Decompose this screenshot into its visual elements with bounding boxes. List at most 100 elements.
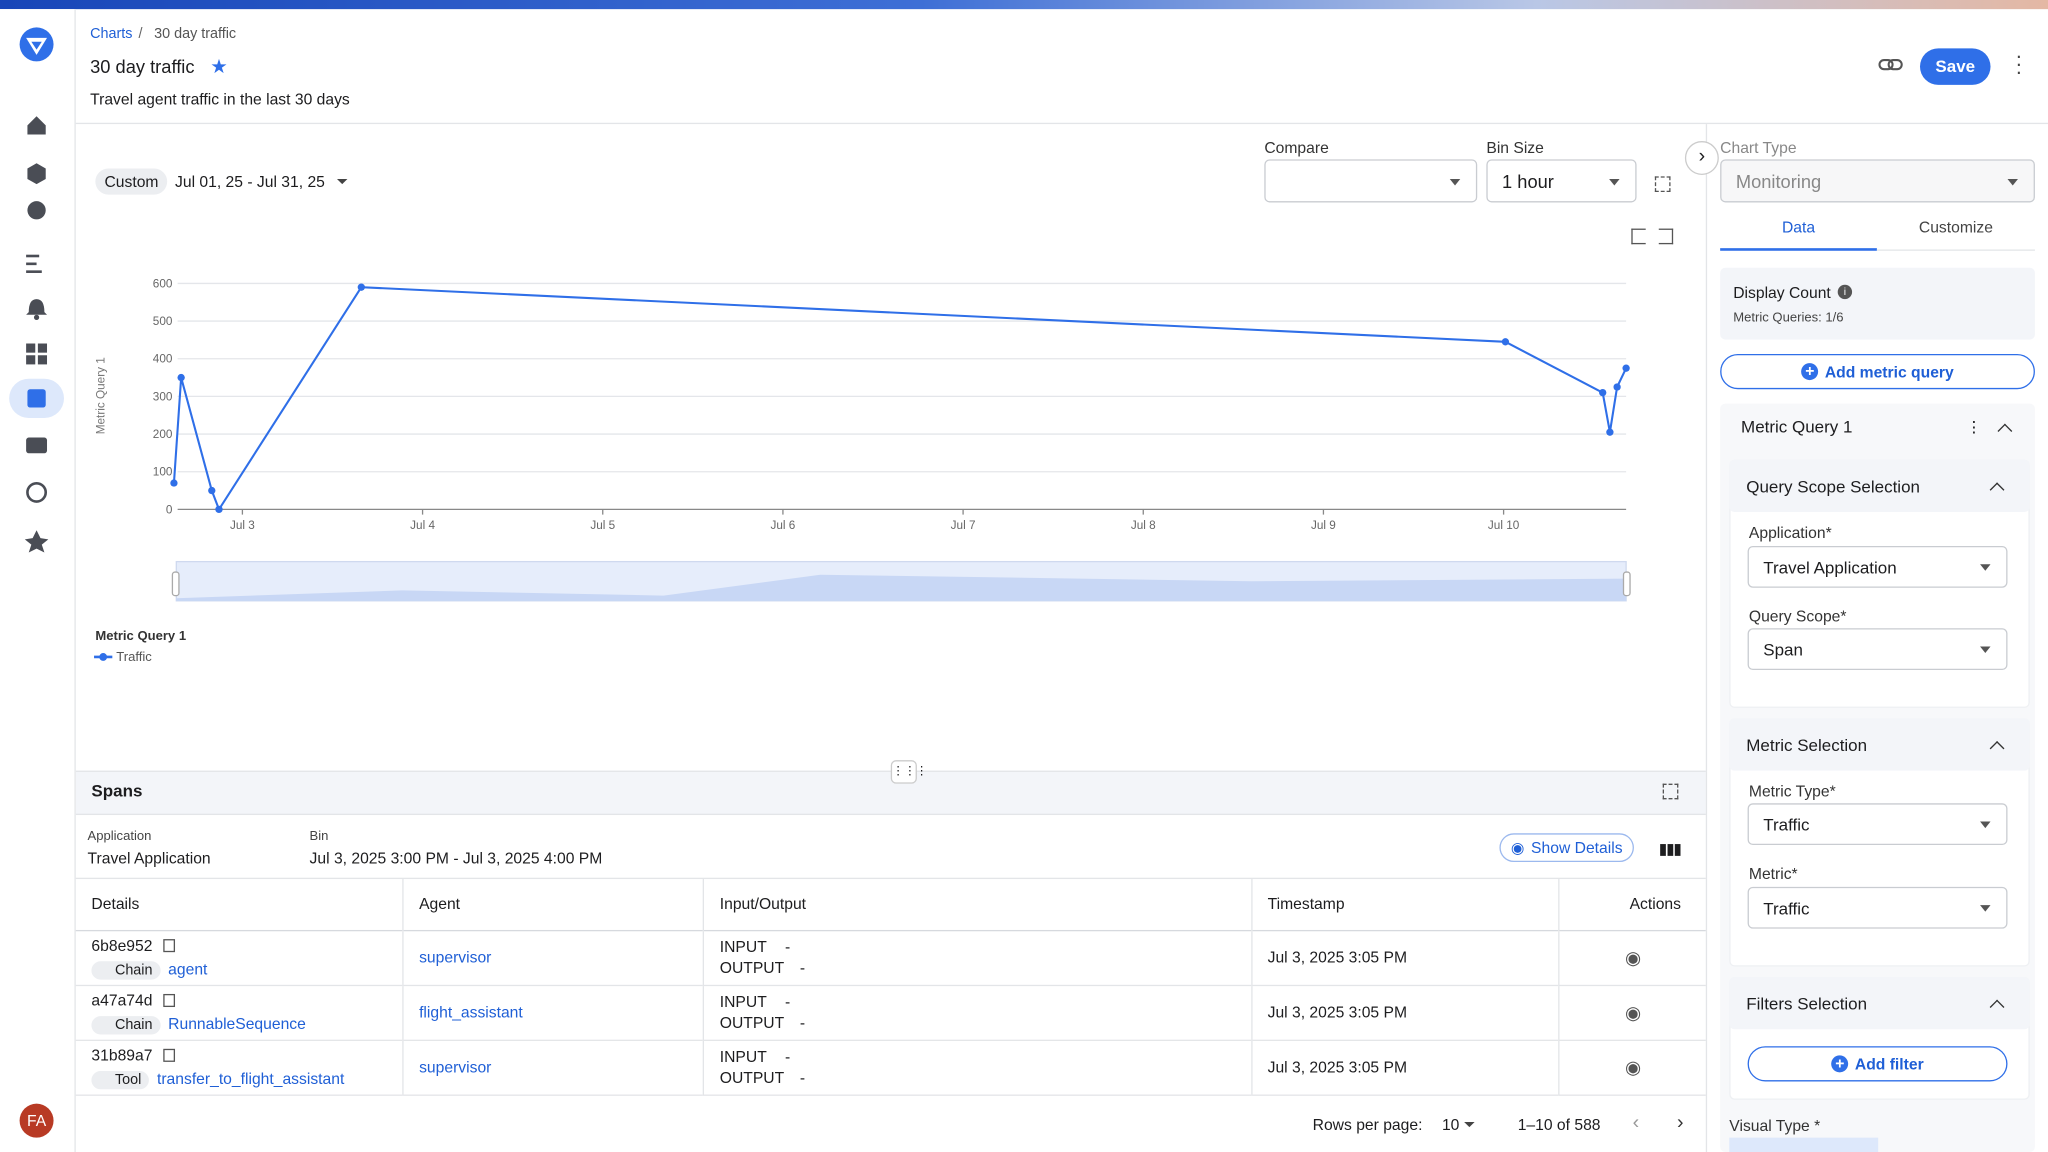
rows-per-page[interactable]: 10 [1441,1115,1460,1134]
header-row: Details Agent Input/Output Timestamp Actions [75,879,1706,930]
input-label: INPUT [719,992,767,1011]
favorite-star[interactable]: ★ [210,56,228,79]
timestamp-cell: Jul 3, 2025 3:05 PM [1250,1039,1560,1095]
query-title: Metric Query 1 [1741,416,1853,437]
span-name[interactable]: agent [168,959,208,978]
scope-section-title: Query Scope Selection [1746,476,1920,497]
bin-size-select[interactable]: 1 hour [1486,159,1637,203]
copy-icon[interactable] [162,1049,175,1063]
collapse-panel[interactable]: › [1684,141,1719,176]
x-tick-label: Jul 4 [410,519,435,532]
data-point [1599,388,1607,397]
data-point [1613,383,1621,391]
span-kind: Tool [91,1070,150,1089]
data-point [1606,428,1614,436]
save-button[interactable]: Save [1919,48,1991,85]
compare-label: Compare [1264,138,1329,157]
legend-label: Traffic [116,650,152,665]
agent-cell[interactable]: supervisor [402,929,704,985]
application-label: Application [87,829,152,844]
tab-data[interactable]: Data [1720,218,1877,251]
span-name[interactable]: RunnableSequence [168,1014,306,1033]
columns-icon[interactable]: ▮▮▮ [1658,839,1682,859]
spans-header [75,770,1706,816]
metric-header [1729,718,2030,771]
agent-cell[interactable]: flight_assistant [402,984,704,1040]
page-subtitle: Travel agent traffic in the last 30 days [90,90,350,109]
add-metric-query[interactable]: + Add metric query [1720,353,2035,390]
view-action[interactable]: ◉ [1558,929,1706,985]
span-name[interactable]: transfer_to_flight_assistant [156,1069,345,1088]
bin-value: Jul 3, 2025 3:00 PM - Jul 3, 2025 4:00 P… [309,848,603,868]
details-cell: 31b89a7 Tool transfer_to_flight_assistant [76,1040,403,1095]
application-select[interactable]: Travel Application [1747,545,2008,588]
details-cell: 6b8e952 Chain agent [76,930,403,985]
y-tick-label: 500 [153,315,173,328]
next-page[interactable]: › [1677,1111,1684,1134]
spans-expand[interactable] [1662,783,1679,800]
more-menu[interactable]: · · · [2015,45,2023,84]
add-filter[interactable]: + Add filter [1747,1046,2008,1082]
chart: Metric Query 1 0 100 200 300 400 500 600 Jul 3 J… [94,277,1631,602]
top-bar [0,0,2048,10]
application-value: Travel Application [87,848,211,868]
prev-page[interactable]: ‹ [1632,1111,1640,1134]
x-tick-label: Jul 9 [1311,519,1336,532]
bin-label: Bin [309,829,329,844]
query-menu[interactable]: · · · [1970,410,1978,442]
spans-title: Spans [91,781,143,801]
date-preset[interactable]: Custom [95,168,168,195]
input-label: INPUT [719,1047,767,1066]
spans-table: Details Agent Input/Output Timestamp Actions… [75,877,1706,1099]
output-value: - [799,1068,806,1087]
metric-queries-count: Metric Queries: 1/6 [1733,310,1844,326]
resize-handle[interactable]: ⋮⋮⋮ [890,760,927,784]
chart-type-select[interactable]: Monitoring [1720,159,2035,203]
info-icon[interactable]: i [1837,284,1853,300]
details-cell: a47a74d Chain RunnableSequence [76,985,403,1040]
compare-select[interactable] [1264,159,1478,203]
y-tick-label: 200 [153,428,173,441]
zoom-icon[interactable] [1631,228,1646,245]
column-header: Actions [1558,879,1706,930]
breadcrumb-link[interactable]: Charts [90,26,133,42]
filters-header [1729,976,2030,1030]
input-value: - [785,1047,791,1066]
date-caret [336,178,348,189]
output-line: OUTPUT - [720,1067,1235,1088]
tab-customize[interactable]: Customize [1876,218,2035,251]
breadcrumb-current: 30 day traffic [154,26,237,42]
input-line: INPUT - [720,936,1235,957]
link-icon[interactable] [1878,56,1904,74]
metric-select[interactable]: Traffic [1747,886,2008,929]
metric-label: Metric* [1748,864,1798,883]
range-handle[interactable] [171,571,180,597]
y-tick-label: 300 [153,390,173,403]
date-range[interactable]: Jul 01, 25 - Jul 31, 25 [175,172,325,191]
visual-type-option[interactable] [1729,1137,1879,1152]
metric-type-select[interactable]: Traffic [1747,803,2008,846]
view-action[interactable]: ◉ [1558,984,1706,1040]
data-point [170,479,178,487]
range-overview [176,574,1627,601]
fullscreen-icon[interactable] [1654,176,1671,192]
span-id-line: a47a74d [91,988,386,1012]
span-id-line: 31b89a7 [91,1043,386,1067]
legend-swatch [94,653,113,661]
rows-caret [1464,1121,1475,1132]
metric-type-label: Metric Type* [1748,782,1836,801]
y-axis-title: Metric Query 1 [94,357,107,434]
span-kind: Chain [91,1015,161,1034]
copy-icon[interactable] [162,939,175,953]
view-action[interactable]: ◉ [1558,1039,1706,1095]
reset-zoom-icon[interactable] [1658,228,1674,245]
copy-icon[interactable] [162,994,175,1008]
output-label: OUTPUT [719,958,785,977]
range-handle[interactable] [1622,571,1631,597]
divider [75,122,2048,125]
scope-select[interactable]: Span [1747,628,2008,671]
avatar[interactable]: FA [19,1103,54,1138]
show-details-button[interactable]: ◉ Show Details [1499,833,1634,863]
agent-cell[interactable]: supervisor [402,1039,704,1095]
